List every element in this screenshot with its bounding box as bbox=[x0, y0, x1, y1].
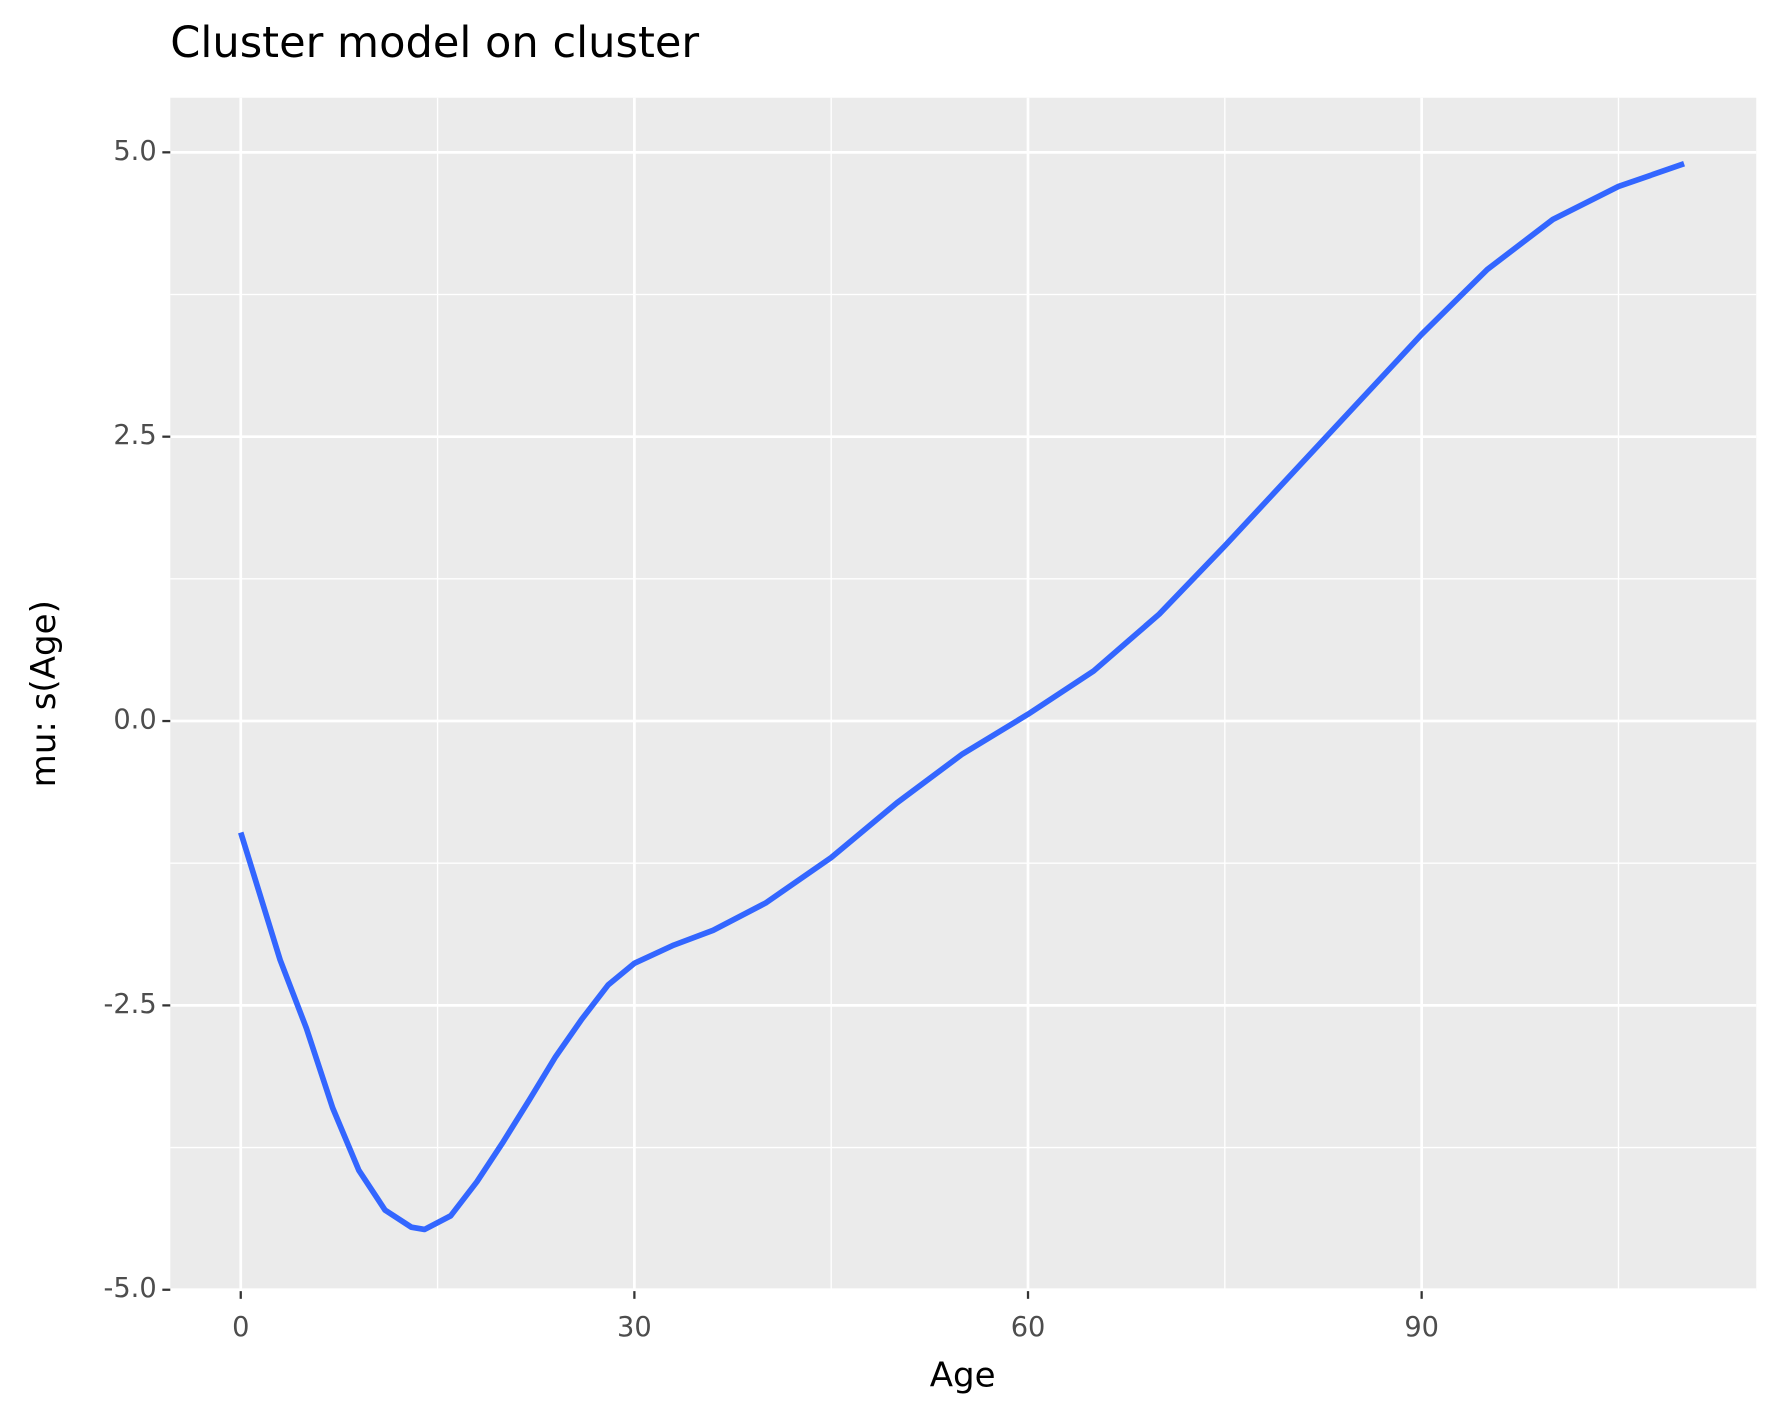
line bbox=[238, 161, 1686, 1233]
plot-panel bbox=[170, 97, 1757, 1291]
x-tick-label: 90 bbox=[1404, 1312, 1439, 1343]
x-tick-label: 0 bbox=[232, 1312, 249, 1343]
y-axis-label: mu: s(Age) bbox=[24, 600, 64, 787]
y-tick-label: 0.0 bbox=[113, 705, 156, 736]
x-axis-label: Age bbox=[930, 1356, 996, 1396]
y-tick-label: 5.0 bbox=[113, 136, 156, 167]
x-tick-label: 60 bbox=[1011, 1312, 1046, 1343]
y-tick-label: -5.0 bbox=[104, 1273, 157, 1304]
y-tick-label: -2.5 bbox=[104, 989, 157, 1020]
y-tick-label: 2.5 bbox=[113, 420, 156, 451]
x-tick-label: 30 bbox=[617, 1312, 652, 1343]
chart-title: Cluster model on cluster bbox=[170, 18, 699, 68]
